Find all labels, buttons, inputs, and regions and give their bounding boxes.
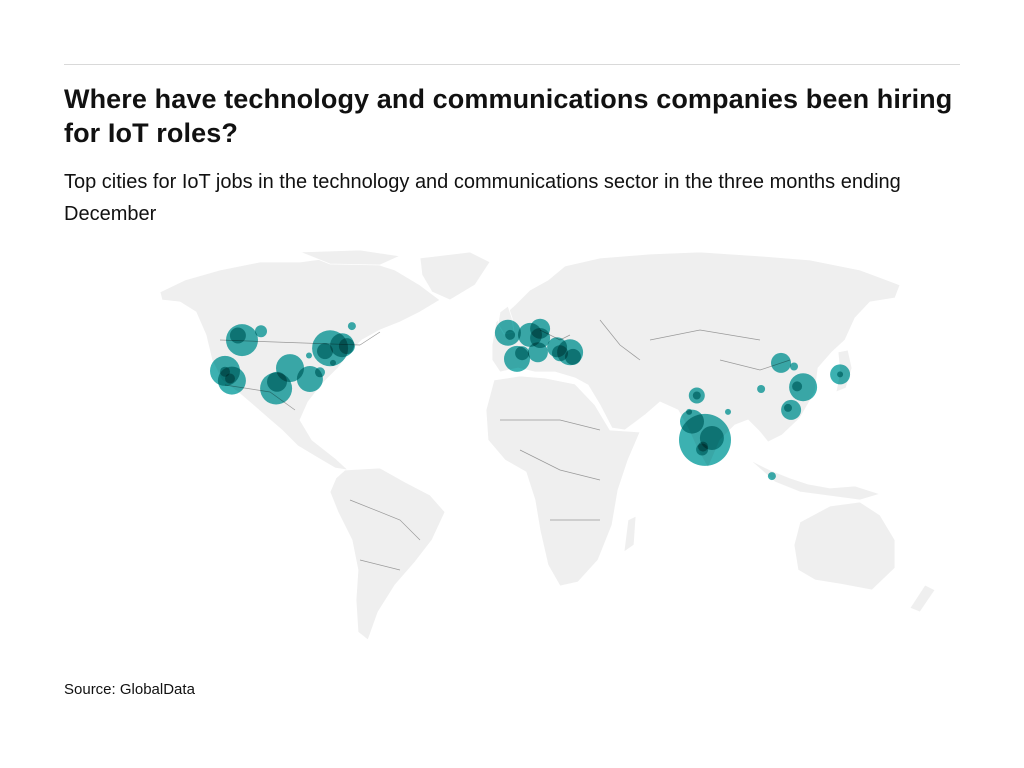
city-bubble [317,343,333,360]
city-bubble [229,327,246,344]
city-bubble [725,408,731,415]
city-bubble [680,409,704,434]
source-note: Source: GlobalData [64,681,195,698]
land-greenland [419,251,491,301]
land-indonesia [749,459,882,501]
border-south-america [349,499,421,571]
city-bubble [790,362,798,371]
city-bubble [255,325,267,338]
city-bubble [515,346,530,361]
city-bubble [347,322,356,331]
land-madagascar [623,515,637,553]
city-bubble [767,472,776,481]
city-bubble [505,329,516,340]
land-new-zealand [909,584,936,613]
chart-title: Where have technology and communications… [64,84,953,148]
land-layer [159,249,936,641]
city-bubble [837,371,844,378]
bubble-layer [210,318,851,481]
city-bubble [267,371,287,392]
city-bubble [784,403,792,412]
land-australia [793,501,896,591]
land-arctic-islands [299,249,402,266]
city-bubble [789,373,818,402]
top-divider [64,64,960,65]
city-bubble [692,391,701,400]
city-bubble [330,359,336,366]
city-bubble [338,338,355,355]
city-bubble [792,381,803,392]
city-bubble [565,348,581,365]
chart-subtitle: Top cities for IoT jobs in the technolog… [64,171,901,225]
land-africa [485,375,641,587]
city-bubble [306,352,312,359]
land-south-america [329,467,446,641]
border-africa [500,419,601,521]
city-bubble [771,352,791,373]
city-bubble [527,342,548,363]
city-bubble [757,385,766,393]
city-bubble [217,366,246,395]
city-bubble [696,443,709,456]
city-bubble [315,367,325,378]
